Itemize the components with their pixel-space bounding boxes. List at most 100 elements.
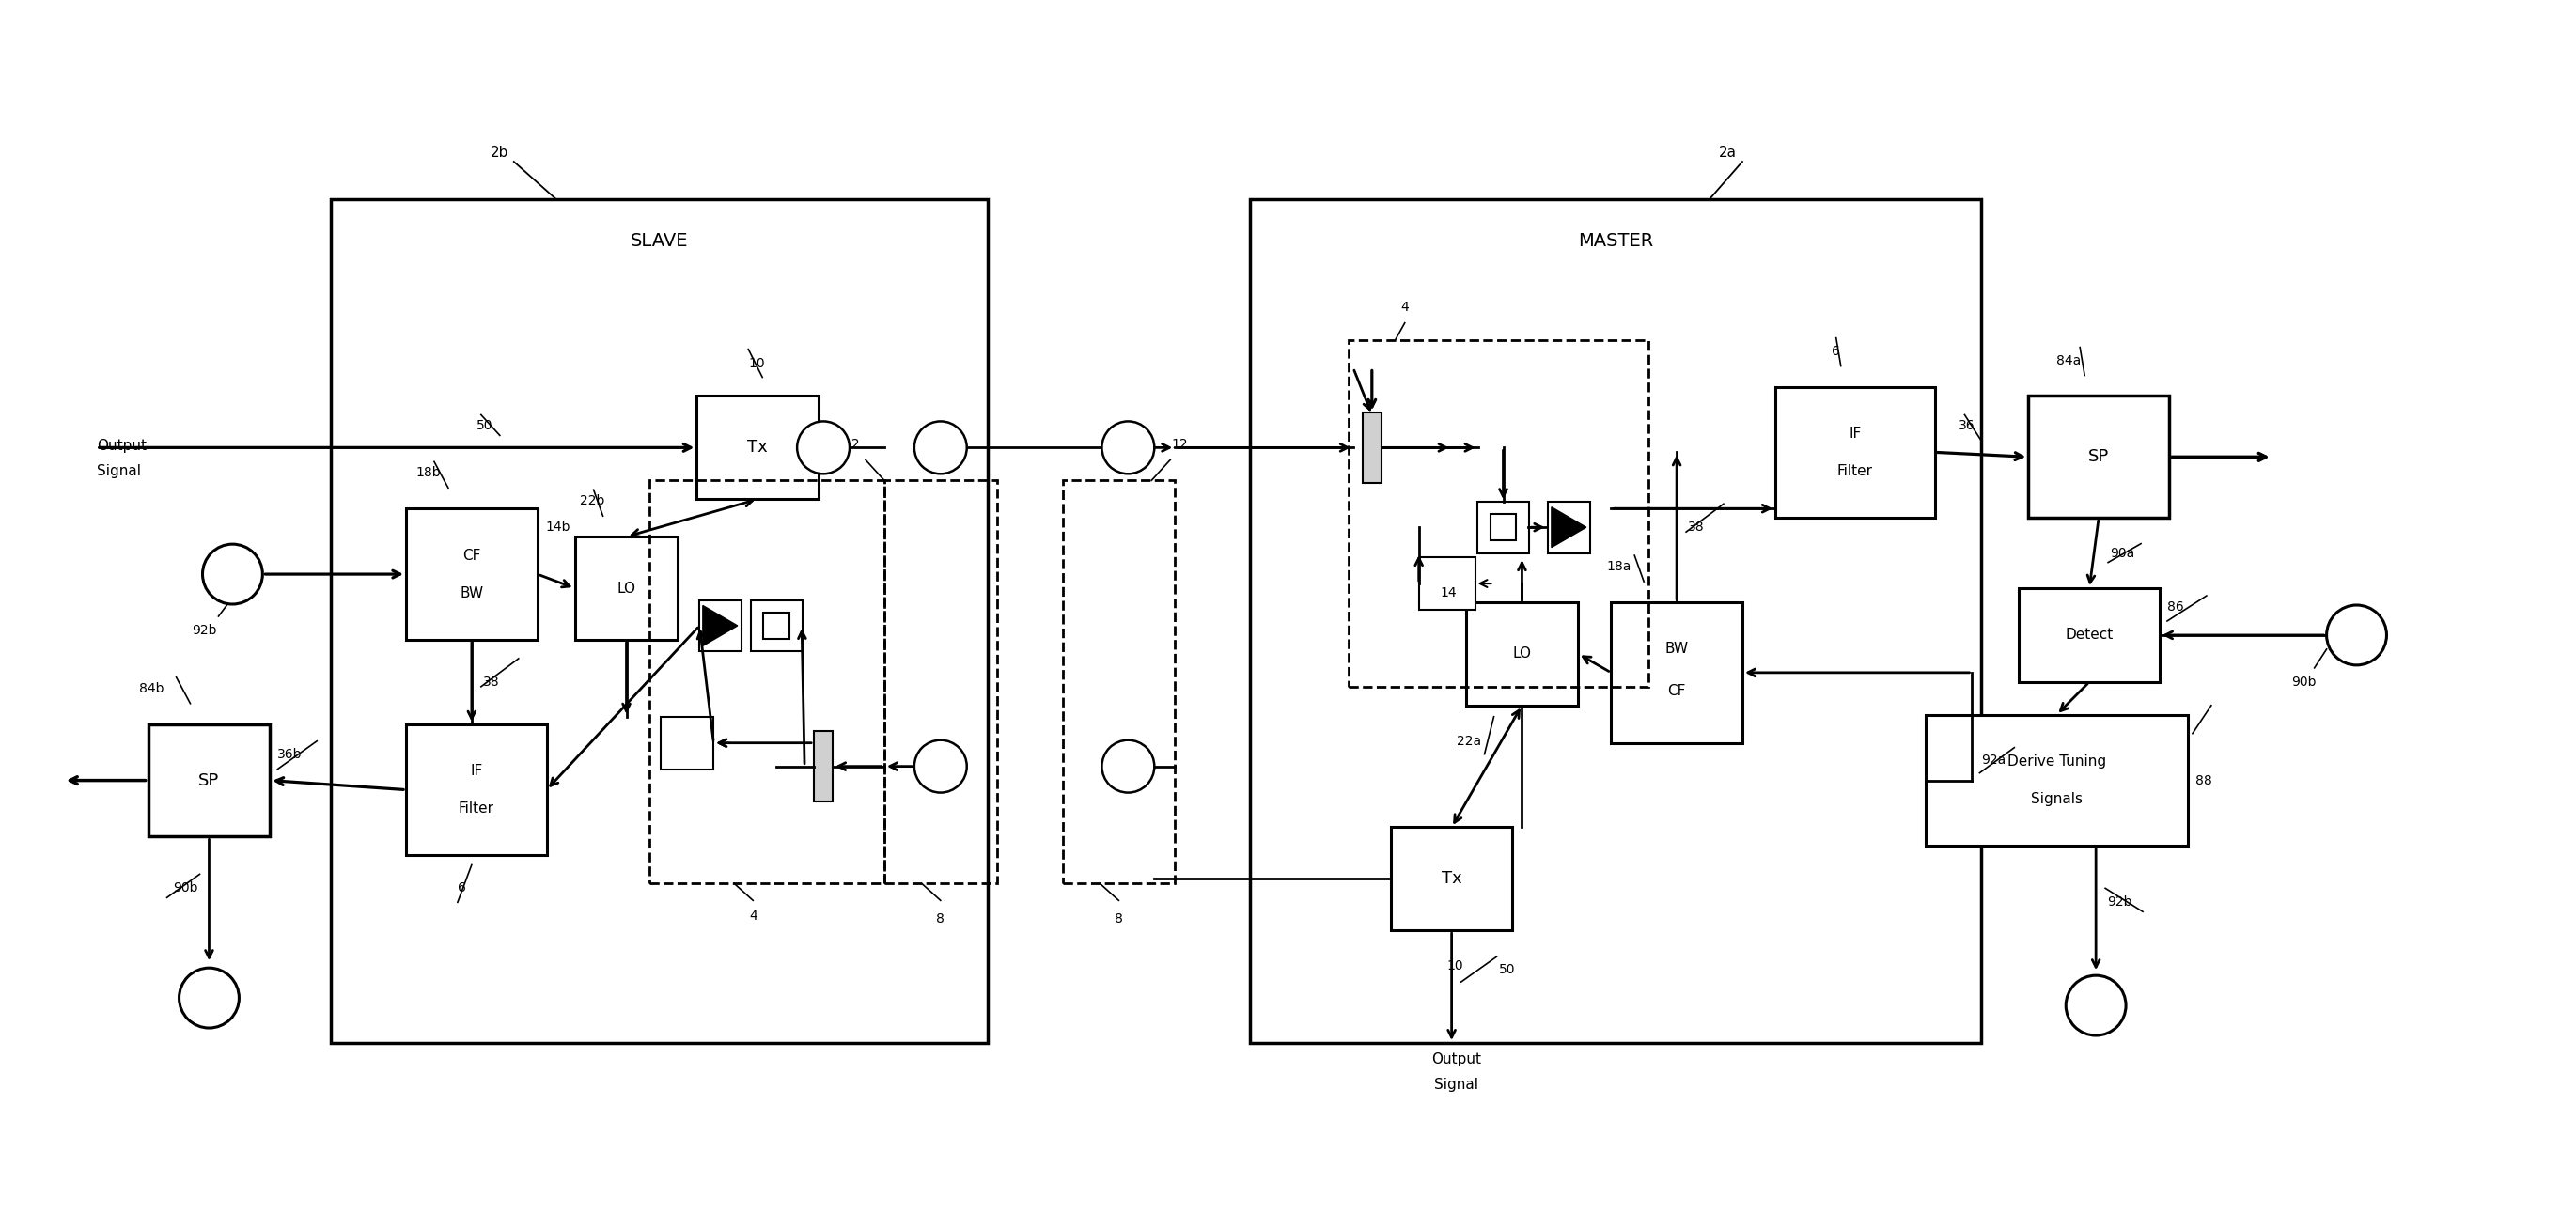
Bar (1610, 603, 1741, 742)
Text: 14b: 14b (546, 520, 569, 534)
Text: 92b: 92b (193, 623, 216, 637)
Bar (1061, 480, 1175, 883)
Text: 18a: 18a (1607, 560, 1631, 574)
Text: 4: 4 (750, 910, 757, 923)
Text: IF: IF (471, 764, 482, 778)
Text: 18b: 18b (415, 466, 440, 479)
Circle shape (1103, 421, 1154, 474)
Text: 6: 6 (459, 882, 466, 895)
Text: 38: 38 (482, 676, 500, 689)
Bar (574, 536, 677, 639)
Bar (696, 395, 819, 499)
Text: 88: 88 (2195, 774, 2213, 787)
Bar (1548, 501, 1589, 553)
Bar (750, 600, 801, 651)
Bar (1466, 603, 1579, 706)
Text: Tx: Tx (747, 439, 768, 456)
Bar (1363, 412, 1381, 483)
Text: LO: LO (1512, 647, 1530, 661)
Text: SP: SP (198, 771, 219, 788)
Text: 12: 12 (1172, 438, 1188, 451)
Bar (1419, 557, 1476, 610)
Text: 10: 10 (747, 357, 765, 370)
Circle shape (2066, 975, 2125, 1036)
Bar (407, 508, 538, 639)
Text: MASTER: MASTER (1579, 233, 1654, 250)
Bar (762, 613, 788, 638)
Text: 12: 12 (842, 438, 860, 451)
Polygon shape (703, 605, 737, 645)
Text: 86: 86 (2166, 600, 2184, 614)
Text: LO: LO (618, 581, 636, 596)
Bar (662, 717, 714, 769)
Text: B: B (227, 565, 237, 582)
Text: 84b: 84b (139, 682, 165, 695)
Text: Output: Output (95, 439, 147, 452)
Text: 92b: 92b (2107, 895, 2133, 909)
Text: Signal: Signal (1435, 1078, 1479, 1092)
Text: 90b: 90b (2290, 676, 2316, 689)
Circle shape (204, 545, 263, 604)
Bar (330, 199, 987, 1043)
Bar (1479, 501, 1530, 553)
Text: 8: 8 (938, 912, 945, 926)
Text: 8: 8 (1115, 912, 1123, 926)
Bar (1347, 340, 1649, 687)
Text: Filter: Filter (459, 802, 495, 815)
Text: Signals: Signals (2030, 792, 2081, 807)
Bar (1249, 199, 1981, 1043)
Text: SLAVE: SLAVE (631, 233, 688, 250)
Text: 22a: 22a (1455, 734, 1481, 747)
Text: 50: 50 (477, 420, 492, 433)
Text: 36: 36 (1958, 420, 1976, 433)
Bar (649, 480, 884, 883)
Text: SP: SP (2089, 449, 2110, 466)
Text: 36b: 36b (278, 747, 301, 761)
Bar (814, 731, 832, 802)
Bar (698, 600, 742, 651)
Text: 50: 50 (1499, 963, 1515, 976)
Text: 2b: 2b (489, 146, 507, 159)
Bar (884, 480, 997, 883)
Bar (149, 724, 270, 837)
Circle shape (180, 968, 240, 1027)
Circle shape (1103, 740, 1154, 792)
Text: 2a: 2a (1718, 146, 1736, 159)
Text: 6: 6 (1832, 344, 1839, 358)
Text: A: A (204, 990, 214, 1007)
Text: Tx: Tx (1443, 871, 1461, 888)
Bar (1924, 714, 2187, 845)
Text: IF: IF (1850, 427, 1860, 440)
Text: A: A (2352, 627, 2362, 644)
Bar (1391, 827, 1512, 930)
Text: Signal: Signal (95, 465, 142, 478)
Bar (1775, 387, 1935, 518)
Bar (2027, 395, 2169, 518)
Text: CF: CF (464, 548, 482, 563)
Text: Output: Output (1432, 1053, 1481, 1067)
Circle shape (914, 421, 966, 474)
Text: 22b: 22b (580, 495, 605, 507)
Circle shape (2326, 605, 2385, 665)
Text: 14: 14 (1440, 586, 1455, 599)
Text: Detect: Detect (2066, 628, 2112, 642)
Polygon shape (1551, 507, 1587, 547)
Text: 10: 10 (1448, 959, 1463, 973)
Text: BW: BW (461, 586, 484, 600)
Circle shape (914, 740, 966, 792)
Text: 90a: 90a (2110, 547, 2136, 559)
Bar (407, 724, 546, 855)
Bar (1492, 514, 1517, 540)
Text: 84a: 84a (2056, 354, 2081, 368)
Text: 90b: 90b (173, 882, 198, 895)
Text: Derive Tuning: Derive Tuning (2007, 754, 2107, 769)
Text: B: B (2092, 997, 2102, 1014)
Text: Filter: Filter (1837, 465, 1873, 478)
Bar (2020, 588, 2159, 682)
Text: CF: CF (1667, 684, 1685, 699)
Text: BW: BW (1664, 642, 1687, 656)
Text: 92a: 92a (1981, 753, 2007, 767)
Circle shape (796, 421, 850, 474)
Text: 4: 4 (1401, 301, 1409, 313)
Text: 38: 38 (1687, 520, 1705, 534)
